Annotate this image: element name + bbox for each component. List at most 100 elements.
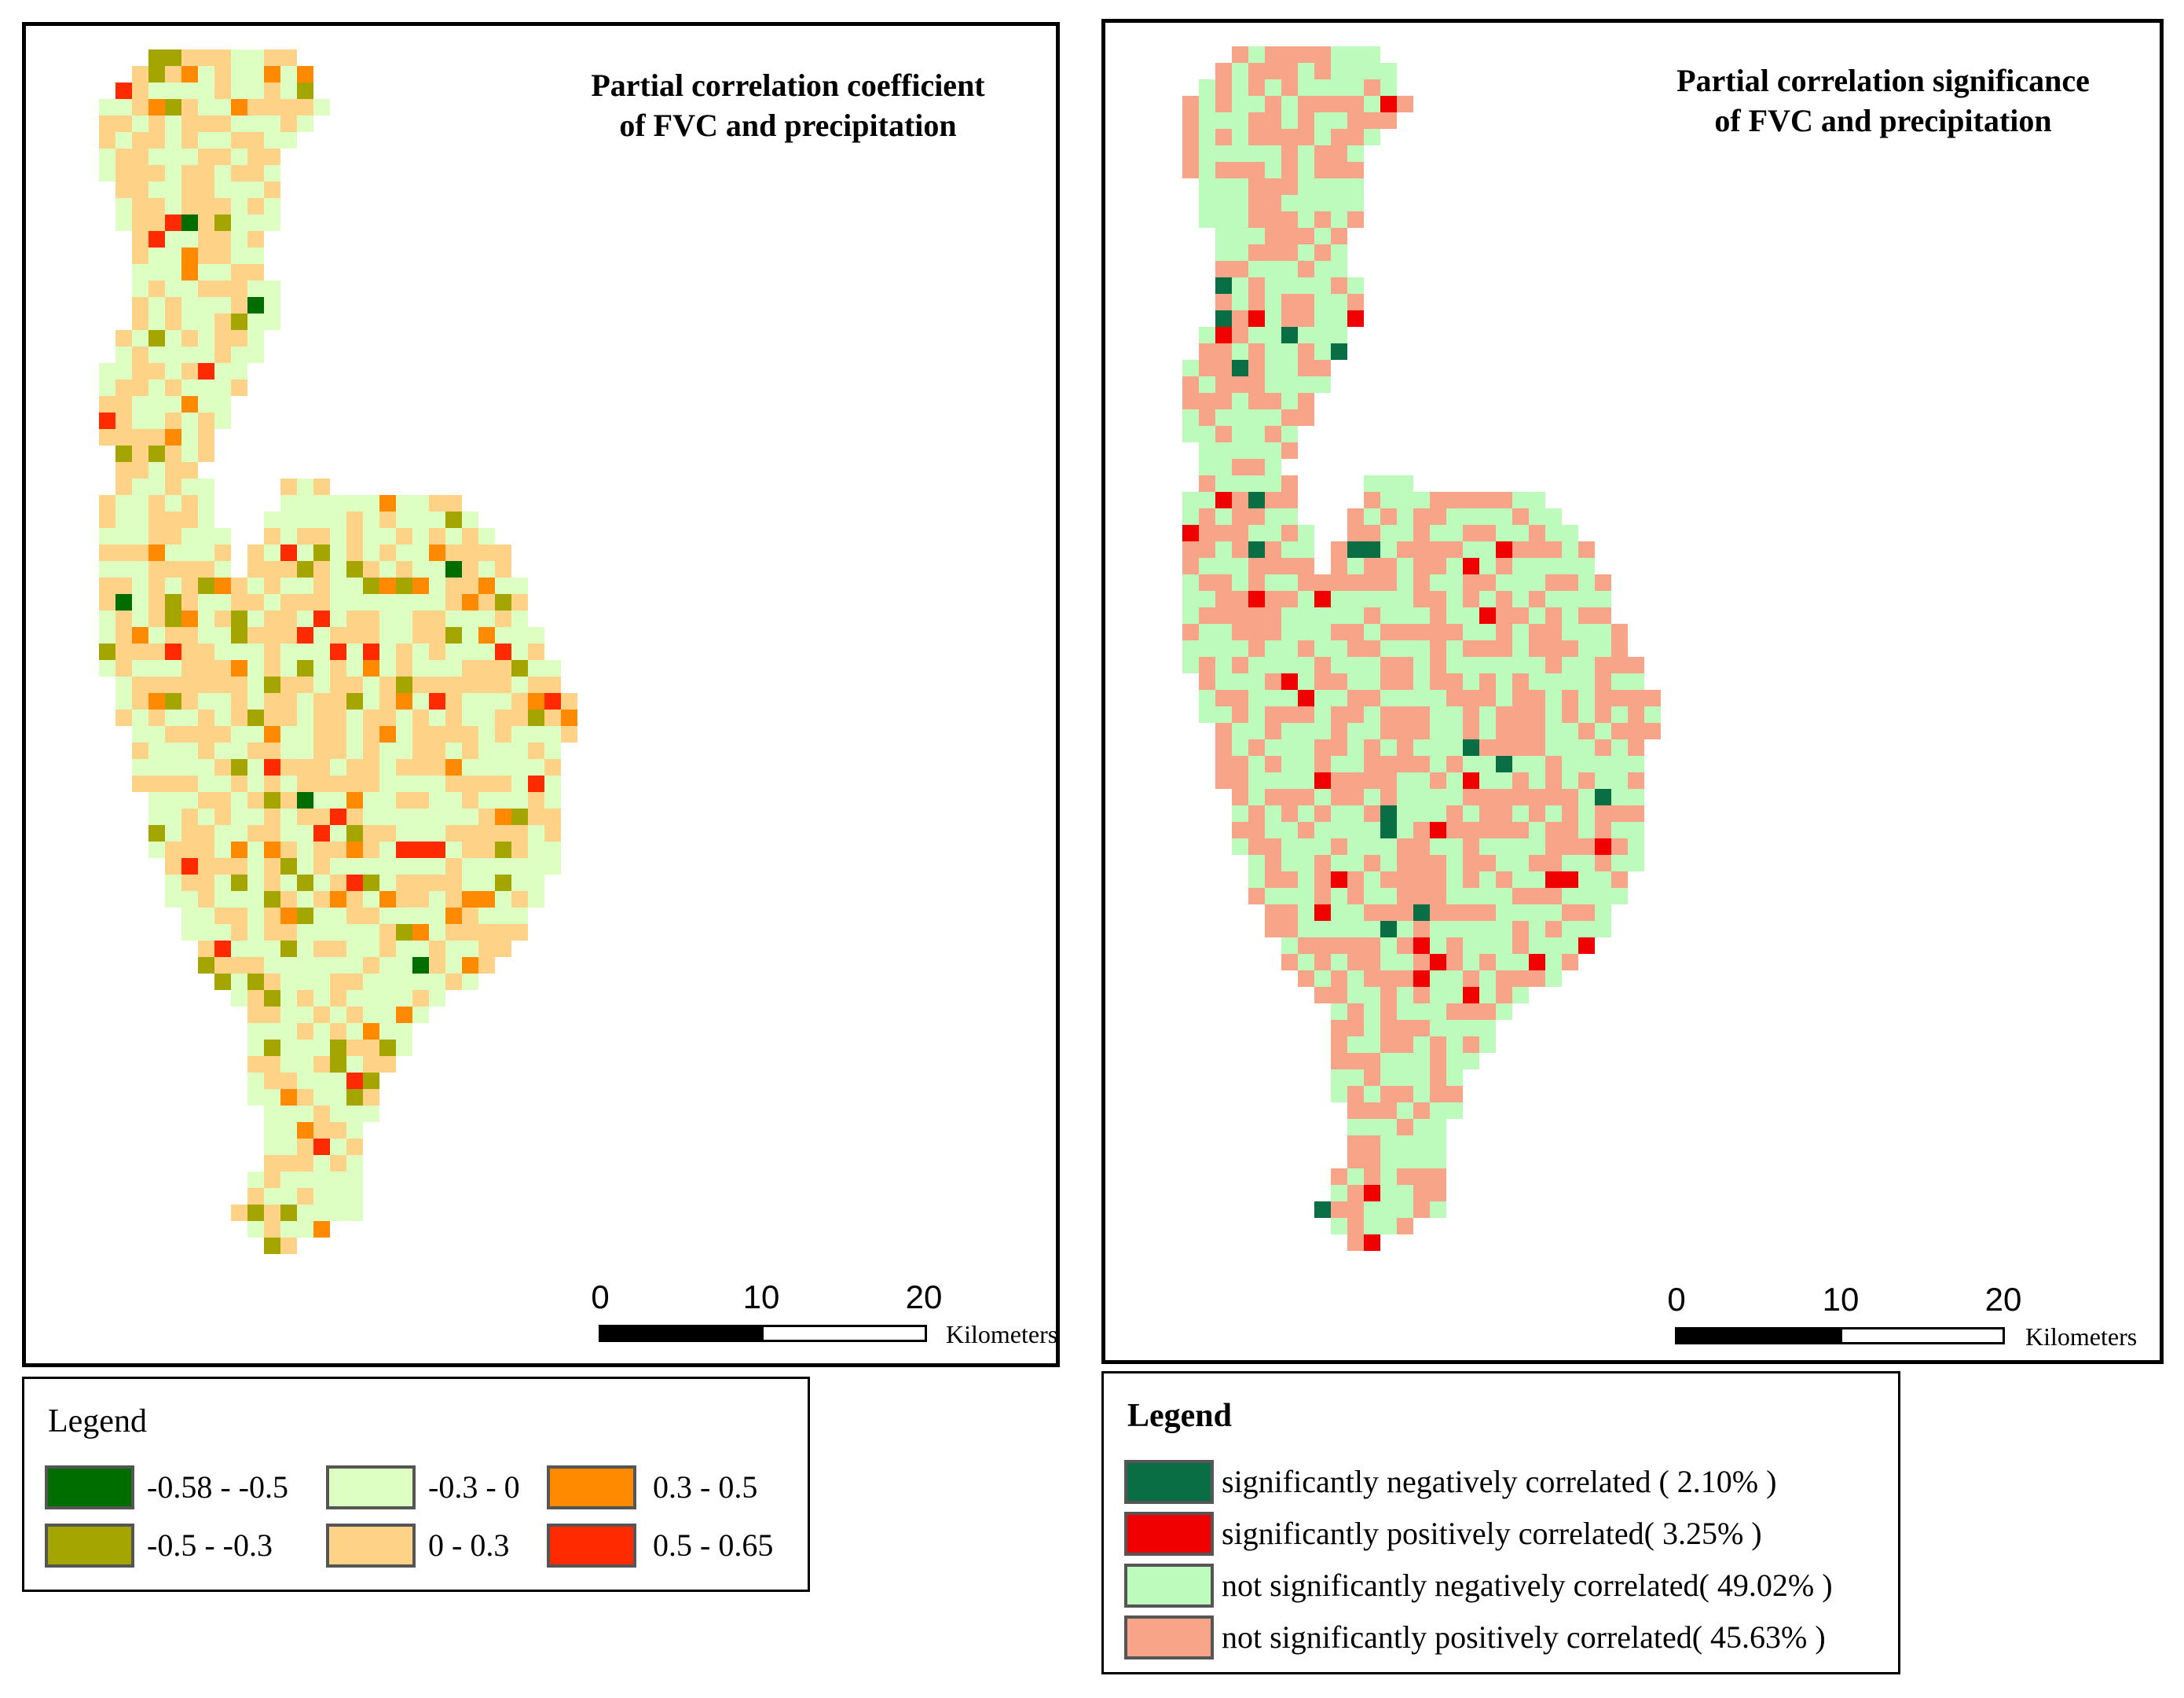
raster-cell (1496, 1003, 1512, 1020)
raster-cell (264, 116, 280, 132)
raster-cell (313, 594, 330, 611)
raster-cell (1545, 690, 1562, 706)
raster-cell (148, 825, 165, 842)
raster-cell (313, 1221, 330, 1238)
raster-cell (1397, 1218, 1413, 1234)
raster-cell (1182, 574, 1199, 591)
raster-cell (1232, 360, 1248, 376)
raster-cell (1529, 607, 1545, 624)
raster-cell (1347, 294, 1364, 310)
raster-cell (1397, 1020, 1413, 1036)
raster-cell (1364, 871, 1380, 888)
raster-cell (1248, 459, 1265, 475)
raster-cell (412, 924, 429, 941)
raster-cell (363, 726, 379, 743)
raster-cell (148, 198, 165, 215)
raster-cell (1248, 871, 1265, 888)
raster-cell (1578, 657, 1595, 673)
raster-cell (313, 1106, 330, 1122)
raster-cell (1248, 657, 1265, 673)
raster-cell (1397, 756, 1413, 772)
raster-cell (478, 677, 495, 693)
raster-cell (1215, 492, 1232, 508)
raster-cell (379, 957, 396, 974)
raster-cell (1611, 871, 1628, 888)
raster-cell (1496, 690, 1512, 706)
raster-cell (495, 677, 511, 693)
raster-cell (1446, 937, 1463, 954)
raster-cell (1446, 772, 1463, 789)
raster-cell (1512, 756, 1529, 772)
raster-cell (330, 941, 346, 957)
raster-cell (198, 545, 214, 561)
raster-cell (1430, 805, 1446, 822)
raster-cell (264, 165, 280, 182)
raster-cell (148, 644, 165, 660)
raster-cell (132, 495, 148, 512)
raster-cell (1479, 723, 1496, 739)
raster-cell (1248, 624, 1265, 640)
raster-cell (1430, 492, 1446, 508)
raster-cell (1496, 838, 1512, 855)
raster-cell (1446, 805, 1463, 822)
raster-cell (1446, 706, 1463, 723)
raster-cell (1248, 607, 1265, 624)
raster-cell (1578, 574, 1595, 591)
raster-cell (1496, 492, 1512, 508)
raster-cell (165, 693, 181, 710)
raster-cell (1281, 954, 1298, 970)
raster-cell (1413, 756, 1430, 772)
raster-cell (462, 677, 478, 693)
raster-cell (1446, 541, 1463, 558)
raster-cell (1628, 855, 1644, 871)
raster-cell (1281, 112, 1298, 129)
scale-tick-0: 0 (591, 1278, 610, 1315)
raster-cell (181, 908, 198, 924)
raster-cell (346, 528, 363, 545)
raster-cell (1248, 772, 1265, 789)
raster-cell (1265, 871, 1281, 888)
raster-cell (115, 512, 132, 528)
raster-cell (1265, 393, 1281, 409)
raster-cell (264, 743, 280, 759)
raster-cell (363, 990, 379, 1007)
raster-cell (132, 429, 148, 446)
raster-cell (1232, 79, 1248, 96)
raster-cell (511, 693, 528, 710)
raster-cell (214, 974, 231, 990)
raster-cell (148, 594, 165, 611)
raster-cell (379, 924, 396, 941)
raster-cell (1347, 574, 1364, 591)
raster-cell (330, 1023, 346, 1040)
raster-cell (1430, 789, 1446, 805)
raster-cell (363, 875, 379, 891)
raster-cell (1199, 393, 1215, 409)
raster-cell (165, 792, 181, 809)
raster-cell (247, 891, 264, 908)
raster-cell (148, 264, 165, 281)
raster-cell (1314, 112, 1331, 129)
raster-cell (1545, 657, 1562, 673)
raster-cell (115, 380, 132, 396)
raster-cell (1611, 624, 1628, 640)
raster-cell (1397, 640, 1413, 657)
raster-cell (214, 132, 231, 149)
raster-cell (231, 858, 247, 875)
raster-cell (1331, 277, 1347, 294)
raster-cell (297, 891, 313, 908)
raster-cell (231, 825, 247, 842)
raster-cell (1281, 657, 1298, 673)
raster-cell (115, 132, 132, 149)
raster-cell (528, 743, 544, 759)
raster-cell (1347, 558, 1364, 574)
raster-cell (1232, 46, 1248, 63)
raster-cell (1199, 640, 1215, 657)
raster-cell (1446, 1020, 1463, 1036)
raster-cell (1512, 607, 1529, 624)
raster-cell (165, 710, 181, 726)
raster-cell (429, 545, 445, 561)
raster-cell (1347, 277, 1364, 294)
raster-cell (1331, 327, 1347, 343)
raster-cell (1248, 145, 1265, 162)
raster-cell (330, 644, 346, 660)
